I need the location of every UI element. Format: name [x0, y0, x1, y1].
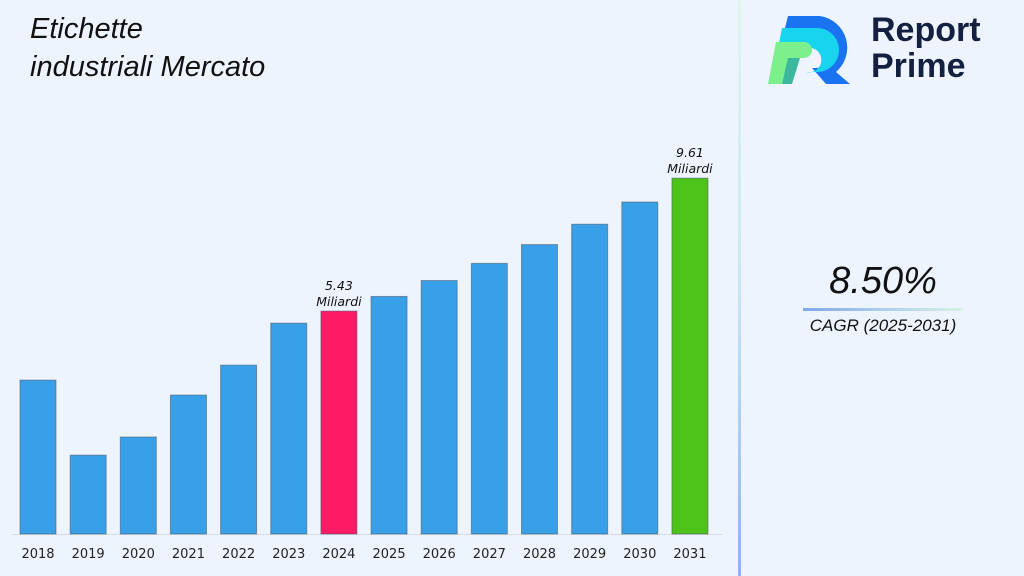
data-label-unit: Miliardi	[316, 294, 362, 309]
title-line-1: Etichette	[30, 13, 143, 45]
x-tick-label: 2023	[272, 547, 305, 562]
bar-2018	[19, 379, 57, 535]
cagr-underline	[803, 308, 963, 311]
brand-line-1: Report	[871, 11, 981, 49]
data-label-value: 5.43	[325, 278, 353, 293]
x-tick-label: 2026	[423, 547, 456, 562]
bar-2019	[69, 454, 107, 535]
brand-line-2: Prime	[871, 47, 966, 85]
bar-2028	[521, 244, 558, 535]
x-tick-label: 2019	[72, 547, 105, 562]
bar-2024	[320, 310, 358, 535]
cagr-label: CAGR (2025-2031)	[809, 316, 957, 335]
bar-2023	[270, 322, 308, 535]
x-tick-label: 2027	[473, 547, 506, 562]
x-tick-label: 2031	[673, 547, 706, 562]
bar-2020	[119, 436, 157, 535]
chart-title: Etichette industriali Mercato	[30, 10, 265, 86]
x-tick-label: 2020	[122, 547, 155, 562]
x-tick-label: 2018	[21, 547, 54, 562]
report-prime-logo-icon	[768, 16, 850, 84]
x-tick-label: 2024	[322, 547, 355, 562]
bar-2022	[220, 364, 258, 535]
divider	[738, 0, 741, 576]
bar-2027	[470, 262, 508, 535]
bar-2026	[420, 280, 458, 535]
bar-2029	[571, 223, 609, 535]
x-tick-label: 2028	[523, 547, 556, 562]
x-tick-label: 2025	[373, 547, 406, 562]
data-label-unit: Miliardi	[667, 161, 713, 176]
data-label-value: 9.61	[676, 145, 704, 160]
bar-2021	[169, 394, 207, 535]
brand-name: Report Prime	[871, 12, 981, 84]
bar-chart: 2018 2019 2020 2021 2022 2023 20245.43Miliardi…	[12, 145, 722, 562]
x-tick-label: 2029	[573, 547, 606, 562]
x-tick-label: 2030	[623, 547, 656, 562]
title-line-2: industriali Mercato	[30, 51, 266, 83]
bar-2030	[621, 201, 659, 535]
cagr-value: 8.50%	[829, 260, 937, 302]
x-tick-label: 2022	[222, 547, 255, 562]
bar-2025	[370, 295, 408, 535]
bar-2031	[671, 177, 709, 535]
x-tick-label: 2021	[172, 547, 205, 562]
